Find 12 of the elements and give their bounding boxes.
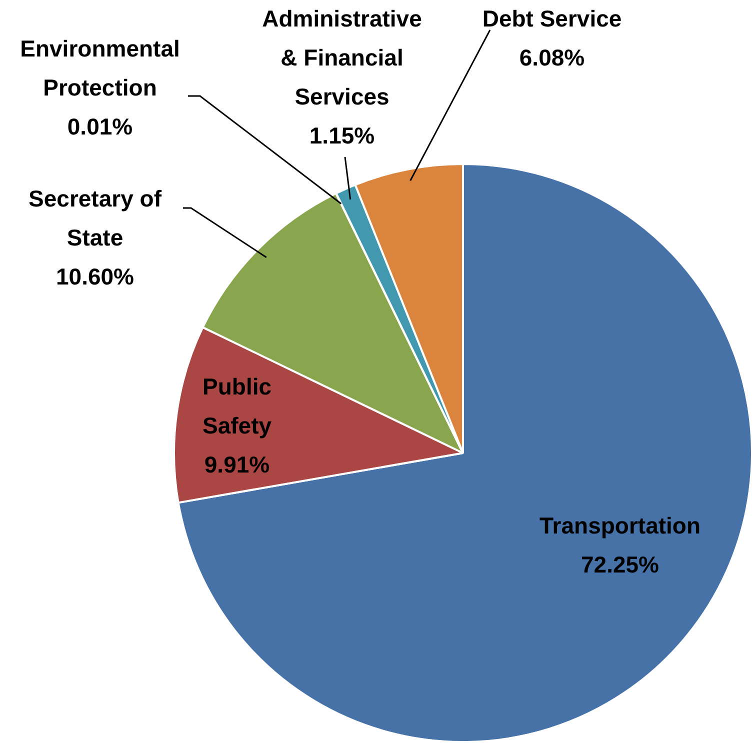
- slice-label: Secretary of State: [28, 185, 162, 250]
- data-label: 10.60%: [56, 263, 134, 290]
- data-label: 0.01%: [67, 113, 133, 140]
- data-label: 9.91%: [204, 451, 270, 478]
- data-label: 1.15%: [309, 122, 375, 148]
- slice-label: Transportation: [539, 512, 701, 538]
- slice-label: Environmental Protection: [20, 35, 180, 100]
- slice-label: Administrative & Financial Services: [262, 5, 422, 110]
- data-label: 72.25%: [580, 551, 660, 578]
- data-label: 6.08%: [519, 44, 585, 70]
- slice-label: Debt Service: [482, 5, 622, 32]
- slice-label: Public Safety: [202, 373, 272, 438]
